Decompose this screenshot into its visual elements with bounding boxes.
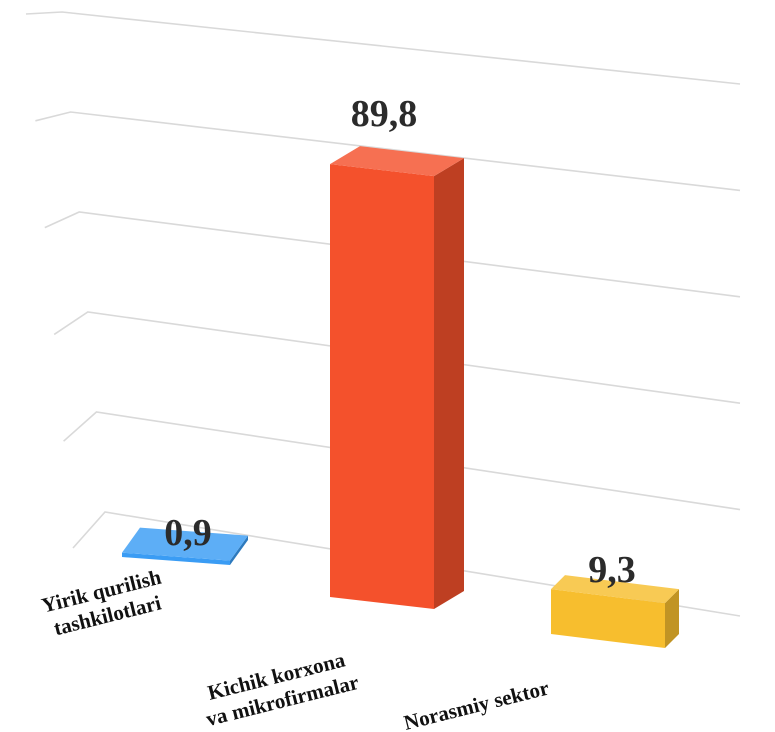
bar-front-face <box>551 589 665 648</box>
bar-side-face <box>434 158 464 609</box>
category-label-3: Norasmiy sektor <box>401 676 551 732</box>
gridline <box>44 211 741 298</box>
bar-2 <box>330 146 464 609</box>
bar-side-face <box>230 535 248 565</box>
data-label-2: 89,8 <box>351 93 418 135</box>
bar-front-face <box>122 552 230 565</box>
bar-side-face <box>665 589 679 648</box>
bar-front-face <box>330 164 434 609</box>
gridline <box>35 111 741 192</box>
bar-1 <box>122 527 248 565</box>
gridline <box>63 411 741 511</box>
data-label-3: 9,3 <box>588 549 636 591</box>
bar-top-face <box>330 146 464 177</box>
category-label-1: Yirik qurilishtashkilotlari <box>39 565 170 642</box>
gridline <box>72 511 741 617</box>
gridline <box>53 311 741 404</box>
bar-top-face <box>122 527 248 561</box>
data-label-1: 0,9 <box>164 512 212 554</box>
bar-top-face <box>551 575 679 604</box>
bar-3 <box>551 575 679 648</box>
gridline <box>25 11 741 85</box>
gridlines <box>25 11 741 617</box>
category-label-2: Kichik korxonava mikrofirmalar <box>197 646 361 731</box>
bars <box>122 146 679 648</box>
